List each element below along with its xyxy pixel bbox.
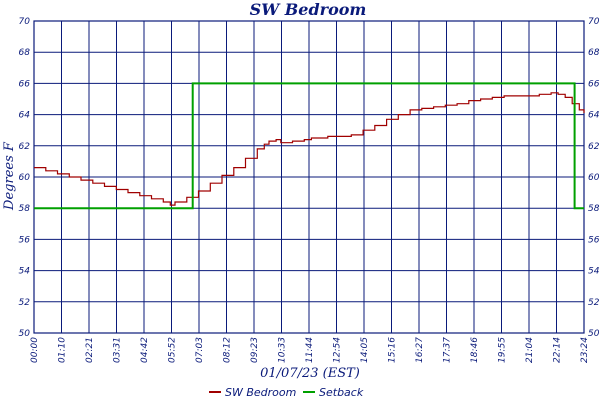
y-tick-label-right: 54 — [588, 267, 600, 277]
y-tick-label-left: 68 — [19, 48, 31, 58]
x-tick-label: 01:10 — [58, 337, 68, 363]
y-tick-label-right: 70 — [588, 17, 600, 27]
series-layer — [34, 82, 585, 210]
x-tick-label: 03:31 — [113, 337, 123, 363]
y-tick-label-left: 64 — [19, 111, 31, 121]
x-tick-label: 00:00 — [30, 337, 40, 363]
x-axis: 00:00 01:10 02:21 03:31 04:42 05:52 07:03 08:12… — [30, 337, 590, 363]
y-tick-label-right: 58 — [588, 204, 600, 214]
y-tick-label-left: 52 — [19, 298, 31, 308]
x-tick-label: 02:21 — [85, 337, 95, 363]
y-tick-label-left: 50 — [19, 329, 31, 339]
x-tick-label: 18:46 — [470, 337, 480, 363]
x-tick-label: 04:42 — [140, 337, 150, 363]
y-axis-left: 50 52 54 56 58 60 62 64 66 68 70 — [19, 17, 31, 339]
x-tick-label: 19:55 — [498, 337, 508, 363]
x-tick-label: 11:44 — [305, 337, 315, 363]
plot-frame — [33, 20, 585, 334]
legend-label: SW Bedroom — [225, 386, 296, 399]
x-tick-label: 15:16 — [388, 337, 398, 363]
x-tick-label: 05:52 — [168, 337, 178, 363]
y-tick-label-left: 54 — [19, 267, 31, 277]
y-tick-label-right: 60 — [588, 173, 600, 183]
x-tick-label: 14:05 — [360, 337, 370, 363]
x-tick-label: 23:24 — [580, 337, 590, 363]
y-tick-label-left: 60 — [19, 173, 31, 183]
y-tick-label-left: 56 — [19, 235, 31, 245]
grid — [33, 20, 585, 334]
x-axis-label: 01/07/23 (EST) — [260, 366, 360, 381]
x-tick-label: 12:54 — [333, 337, 343, 363]
x-tick-label: 10:33 — [278, 337, 288, 363]
x-tick-label: 08:12 — [223, 337, 233, 363]
x-tick-label: 17:37 — [443, 337, 453, 363]
y-tick-label-right: 56 — [588, 235, 600, 245]
x-tick-label: 09:23 — [250, 337, 260, 363]
y-tick-label-left: 62 — [19, 142, 31, 152]
y-axis-right: 50 52 54 56 58 60 62 64 66 68 70 — [588, 17, 600, 339]
y-tick-label-left: 70 — [19, 17, 31, 27]
y-tick-label-right: 68 — [588, 48, 600, 58]
y-tick-label-right: 50 — [588, 329, 600, 339]
x-tick-label: 07:03 — [195, 337, 205, 363]
legend-label: Setback — [319, 386, 364, 399]
y-tick-label-right: 64 — [588, 111, 600, 121]
y-tick-label-right: 52 — [588, 298, 600, 308]
legend: SW Bedroom Setback — [209, 386, 364, 399]
y-tick-label-left: 58 — [19, 204, 31, 214]
x-tick-label: 22:14 — [553, 337, 563, 363]
series-line-setback — [34, 82, 584, 210]
y-tick-label-right: 66 — [588, 79, 600, 89]
series-line-sw-bedroom — [34, 92, 585, 206]
y-axis-label: Degrees F — [2, 141, 17, 211]
y-tick-label-right: 62 — [588, 142, 600, 152]
x-tick-label: 21:04 — [525, 337, 535, 363]
y-tick-label-left: 66 — [19, 79, 31, 89]
chart-title: SW Bedroom — [250, 0, 367, 19]
x-tick-label: 16:27 — [415, 337, 425, 363]
